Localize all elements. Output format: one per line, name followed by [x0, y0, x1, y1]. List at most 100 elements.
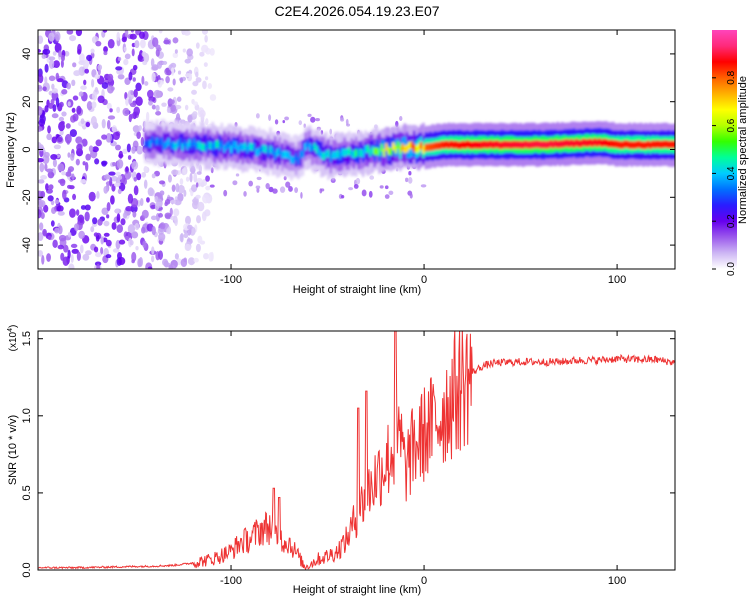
spectrogram-noise-cell: [105, 132, 112, 143]
spectrogram-ridge-cell: [308, 143, 312, 152]
spectrogram-noise-cell: [82, 253, 90, 261]
spectrogram-noise-cell: [75, 209, 80, 216]
spectrogram-noise-cell: [62, 189, 67, 200]
colorbar-label: Normalized spectral amplitude: [737, 76, 749, 224]
spectrogram-noise-cell: [204, 76, 209, 81]
spectrogram-noise-cell: [46, 168, 54, 173]
spectrogram-noise-cell: [197, 235, 203, 244]
spectrogram-noise-cell: [164, 212, 172, 219]
spectrogram-ridge-cell: [498, 141, 502, 150]
spectrogram-noise-cell: [106, 201, 111, 212]
spectrogram-noise-cell: [248, 180, 254, 187]
spectrogram-ylabel: Frequency (Hz): [5, 112, 17, 188]
spectrogram-ridge-cell: [473, 140, 476, 149]
spectrogram-noise-cell: [81, 138, 88, 147]
spectrogram-noise-cell: [124, 53, 131, 60]
spectrogram-ridge-cell: [602, 138, 606, 147]
spectrogram-ridge-cell: [227, 140, 231, 149]
spectrogram-noise-cell: [47, 195, 54, 202]
spectrogram-noise-cell: [88, 145, 94, 153]
spectrogram-ridge-cell: [269, 145, 272, 154]
spectrogram-noise-cell: [179, 178, 184, 185]
spectrogram-ridge-cell: [438, 141, 441, 150]
spectrogram-noise-cell: [125, 166, 129, 172]
spectrogram-noise-cell: [141, 51, 147, 58]
spectrogram-noise-cell: [48, 56, 56, 61]
spectrogram-noise-cell: [158, 213, 163, 218]
spectrogram-ridge-cell: [480, 141, 483, 149]
spectrogram-noise-cell: [193, 257, 199, 263]
spectrogram-noise-cell: [122, 107, 130, 117]
spectrogram-noise-cell: [110, 195, 115, 205]
spectrogram-ridge-cell: [301, 150, 305, 158]
spectrogram-ridge-cell: [352, 150, 356, 159]
spectrogram-noise-cell: [86, 54, 93, 62]
spectrogram-noise-cell: [39, 114, 46, 124]
spectrogram-noise-cell: [47, 235, 52, 240]
spectrogram-noise-cell: [132, 77, 136, 82]
spectrogram-ridge-cell: [345, 148, 349, 166]
spectrogram-noise-cell: [170, 99, 175, 105]
snr-frame: [37, 330, 676, 571]
spectrogram-ridge-cell: [220, 140, 224, 148]
spectrogram-noise-cell: [57, 163, 65, 172]
spectrogram-ridge-cell: [392, 142, 395, 150]
spectrogram-noise-cell: [151, 37, 159, 48]
spectrogram-noise-cell: [141, 75, 145, 85]
spectrogram-noise-cell: [171, 169, 179, 176]
spectrogram-ridge-cell: [310, 144, 314, 153]
spectrogram-noise-cell: [95, 139, 102, 147]
spectrogram-noise-cell: [113, 182, 121, 187]
spectrogram-noise-cell: [155, 44, 161, 50]
spectrogram-ridge-cell: [387, 147, 390, 155]
spectrogram-noise-cell: [294, 187, 299, 193]
spectrogram-noise-cell: [38, 157, 44, 163]
spectrogram-ridge-cell: [380, 143, 384, 152]
spectrogram-noise-cell: [340, 117, 345, 122]
spectrogram-noise-cell: [203, 62, 208, 67]
spectrogram-ridge-cell: [584, 139, 587, 147]
spectrogram-ridge-cell: [209, 141, 212, 150]
spectrogram-ridge-cell: [211, 142, 214, 151]
spectrogram-ridge-cell: [285, 150, 289, 159]
spectrogram-noise-cell: [186, 48, 193, 57]
spectrogram-noise-cell: [162, 258, 169, 267]
spectrogram-noise-cell: [52, 158, 57, 168]
spectrogram-noise-cell: [193, 172, 198, 183]
spectrogram-ridge-cell: [510, 141, 513, 149]
spectrogram-noise-cell: [162, 60, 168, 65]
spectrogram-noise-cell: [300, 191, 303, 199]
spectrogram-noise-cell: [47, 171, 55, 179]
spectrogram-noise-cell: [155, 104, 160, 112]
spectrogram-ridge-cell: [368, 148, 372, 157]
spectrogram-ridge-cell: [292, 156, 296, 165]
spectrogram-ridge-cell: [577, 139, 580, 148]
spectrogram-noise-cell: [157, 79, 163, 88]
spectrogram-noise-cell: [256, 176, 262, 181]
spectrogram-noise-cell: [78, 91, 84, 97]
spectrogram-noise-cell: [126, 143, 131, 153]
spectrogram-ridge-cell: [595, 139, 599, 147]
spectrogram-ridge-cell: [273, 151, 277, 160]
spectrogram-noise-cell: [94, 158, 100, 165]
spectrogram-ridge-cell: [329, 154, 333, 163]
spectrogram-ridge-cell: [354, 149, 358, 157]
spectrogram-noise-cell: [112, 131, 120, 141]
spectrogram-noise-cell: [128, 71, 133, 81]
spectrogram-noise-cell: [179, 77, 184, 84]
spectrogram-noise-cell: [71, 248, 79, 254]
spectrogram-ridge-cell: [493, 140, 497, 149]
spectrogram-ridge-cell: [162, 142, 166, 150]
spectrogram-noise-cell: [205, 175, 210, 182]
spectrogram-noise-cell: [90, 116, 97, 126]
spectrogram-ridge-cell: [454, 140, 458, 149]
snr-ylabel: SNR (10 * v/v): [7, 415, 19, 485]
spectrogram-ridge-cell: [158, 139, 161, 147]
spectrogram-ridge-cell: [452, 141, 455, 149]
spectrogram-noise-cell: [368, 190, 373, 198]
spectrogram-ridge-cell: [162, 132, 166, 150]
spectrogram-ridge-cell: [320, 151, 323, 160]
spectrogram-noise-cell: [66, 30, 74, 35]
snr-series: [38, 331, 675, 570]
spectrogram-ridge-cell: [348, 147, 351, 164]
